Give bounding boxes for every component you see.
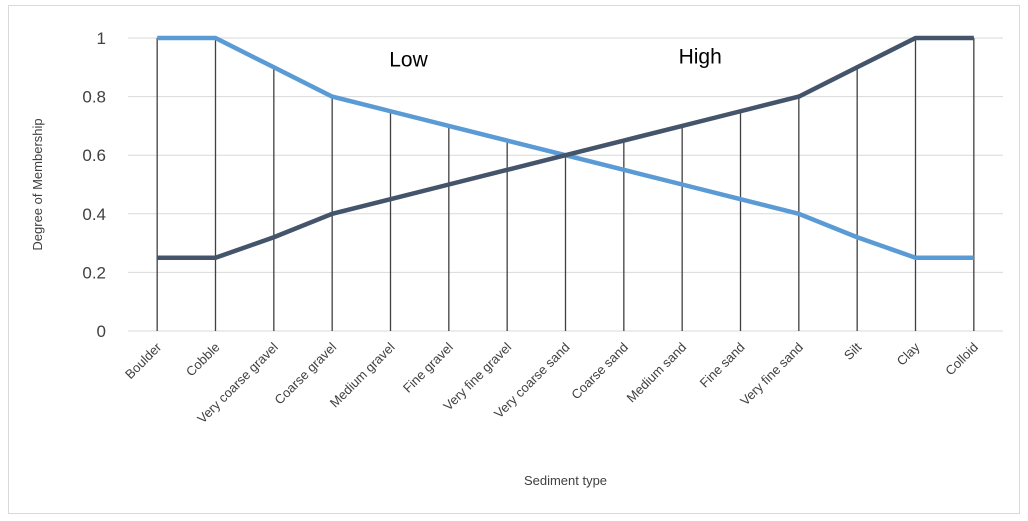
drop-lines bbox=[156, 38, 975, 331]
y-tick-label: 0.2 bbox=[82, 263, 106, 282]
series-lines bbox=[157, 35, 974, 260]
x-tick-label: Boulder bbox=[122, 339, 165, 382]
y-tick-label: 1 bbox=[97, 29, 106, 48]
annotation-label: High bbox=[679, 46, 722, 69]
x-tick-label: Medium sand bbox=[623, 340, 689, 406]
x-tick-label: Cobble bbox=[183, 340, 223, 380]
x-tick-label: Colloid bbox=[942, 340, 981, 379]
y-axis-title: Degree of Membership bbox=[30, 118, 45, 250]
x-tick-label: Fine sand bbox=[697, 340, 748, 391]
x-tick-label: Coarse sand bbox=[568, 340, 631, 403]
annotations: Low High bbox=[389, 46, 722, 72]
y-tick-label: 0.6 bbox=[82, 146, 106, 165]
y-tick-label: 0.8 bbox=[82, 88, 106, 107]
y-tick-label: 0 bbox=[97, 322, 106, 341]
x-tick-label: Very fine sand bbox=[737, 340, 806, 409]
x-tick-label: Silt bbox=[841, 339, 865, 363]
x-axis-title: Sediment type bbox=[524, 473, 607, 488]
annotation-label: Low bbox=[389, 49, 428, 72]
y-axis-ticks: 0 0.2 0.4 0.6 0.8 1 bbox=[82, 29, 106, 341]
y-tick-label: 0.4 bbox=[82, 205, 106, 224]
series-line-2 bbox=[157, 35, 974, 260]
x-tick-label: Clay bbox=[894, 339, 923, 368]
x-tick-label: Fine gravel bbox=[400, 339, 456, 395]
